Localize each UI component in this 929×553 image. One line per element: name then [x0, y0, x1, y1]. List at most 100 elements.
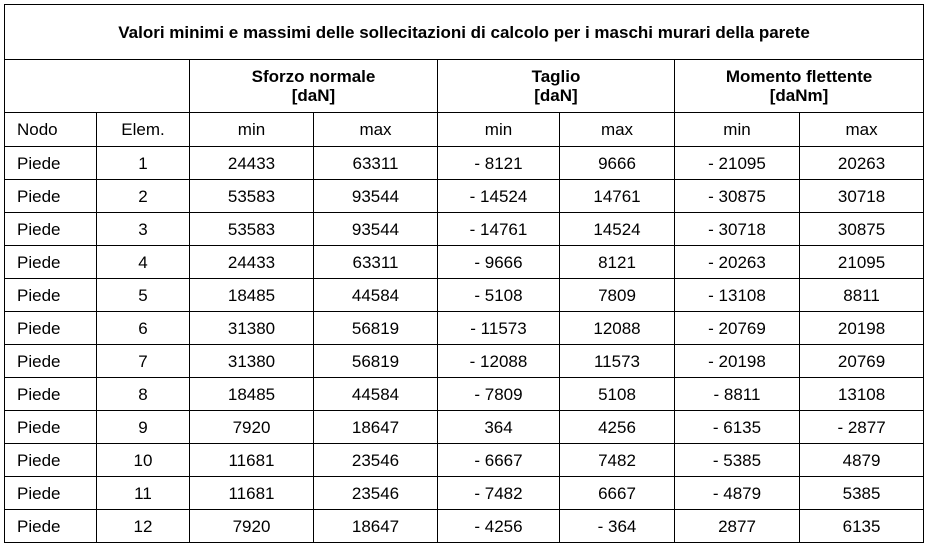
- taglio-min-cell: - 12088: [437, 344, 560, 378]
- taglio-max-cell: 14524: [559, 212, 675, 246]
- taglio-min-cell: - 9666: [437, 245, 560, 279]
- taglio-max-cell: 7809: [559, 278, 675, 312]
- elem-cell: 8: [96, 377, 190, 411]
- table-row: Piede 12 7920 18647- 4256- 364 2877 6135: [4, 509, 925, 543]
- momento-min-cell: - 20263: [674, 245, 800, 279]
- momento-min-cell: 2877: [674, 509, 800, 543]
- taglio-max-cell: 14761: [559, 179, 675, 213]
- taglio-max-cell: 11573: [559, 344, 675, 378]
- group-unit: [daN]: [291, 86, 336, 105]
- momento-min-cell: - 30718: [674, 212, 800, 246]
- sforzo-max-cell: 93544: [313, 212, 438, 246]
- elem-cell: 3: [96, 212, 190, 246]
- momento-max-cell: 30718: [798, 179, 925, 213]
- taglio-min-cell: - 7809: [437, 377, 560, 411]
- taglio-max-cell: - 364: [559, 509, 675, 543]
- column-header-elem: Elem.: [96, 112, 190, 147]
- elem-cell: 9: [96, 410, 190, 444]
- elem-cell: 5: [96, 278, 190, 312]
- table-row: Piede 8 18485 44584- 7809 5108- 8811 13108: [4, 377, 925, 411]
- momento-min-cell: - 5385: [674, 443, 800, 477]
- table-row: Piede 11 11681 23546- 7482 6667- 4879 5385: [4, 476, 925, 510]
- table-body: Valori minimi e massimi delle sollecitaz…: [3, 4, 925, 543]
- nodo-cell: Piede: [4, 212, 97, 246]
- sforzo-min-cell: 11681: [189, 476, 314, 510]
- group-header-taglio: Taglio [daN]: [437, 59, 675, 113]
- sforzo-max-cell: 23546: [313, 476, 438, 510]
- elem-cell: 6: [96, 311, 190, 345]
- taglio-min-cell: 364: [437, 410, 560, 444]
- momento-max-cell: 6135: [798, 509, 925, 543]
- taglio-max-cell: 6667: [559, 476, 675, 510]
- column-header-n-max: max: [313, 112, 438, 147]
- table-row: Piede 5 18485 44584- 5108 7809- 13108 8811: [4, 278, 925, 312]
- nodo-cell: Piede: [4, 476, 97, 510]
- nodo-cell: Piede: [4, 245, 97, 279]
- sforzo-max-cell: 18647: [313, 410, 438, 444]
- momento-min-cell: - 4879: [674, 476, 800, 510]
- group-name: Taglio: [531, 67, 581, 86]
- taglio-max-cell: 12088: [559, 311, 675, 345]
- group-header-row: Sforzo normale [daN] Taglio [daN] Moment…: [4, 59, 925, 113]
- elem-cell: 7: [96, 344, 190, 378]
- momento-min-cell: - 21095: [674, 146, 800, 180]
- taglio-min-cell: - 7482: [437, 476, 560, 510]
- group-unit: [daN]: [534, 86, 578, 105]
- group-name: Momento flettente: [725, 67, 873, 86]
- sforzo-min-cell: 7920: [189, 410, 314, 444]
- sforzo-max-cell: 18647: [313, 509, 438, 543]
- group-name: Sforzo normale: [251, 67, 376, 86]
- taglio-min-cell: - 6667: [437, 443, 560, 477]
- momento-min-cell: - 20198: [674, 344, 800, 378]
- momento-min-cell: - 8811: [674, 377, 800, 411]
- sforzo-max-cell: 63311: [313, 245, 438, 279]
- sforzo-max-cell: 56819: [313, 344, 438, 378]
- sforzo-min-cell: 24433: [189, 245, 314, 279]
- nodo-cell: Piede: [4, 509, 97, 543]
- sforzo-min-cell: 53583: [189, 212, 314, 246]
- taglio-max-cell: 8121: [559, 245, 675, 279]
- momento-max-cell: 8811: [798, 278, 925, 312]
- sforzo-min-cell: 31380: [189, 311, 314, 345]
- title-row: Valori minimi e massimi delle sollecitaz…: [3, 4, 925, 60]
- group-header-sforzo-normale: Sforzo normale [daN]: [189, 59, 438, 113]
- sforzo-min-cell: 11681: [189, 443, 314, 477]
- taglio-max-cell: 9666: [559, 146, 675, 180]
- column-header-v-min: min: [437, 112, 560, 147]
- sub-header-row: Nodo Elem. min max min max min max: [4, 112, 925, 147]
- momento-max-cell: 5385: [798, 476, 925, 510]
- momento-max-cell: - 2877: [798, 410, 925, 444]
- nodo-cell: Piede: [4, 146, 97, 180]
- elem-cell: 10: [96, 443, 190, 477]
- table-row: Piede 6 31380 56819- 11573 12088- 20769 20198: [4, 311, 925, 345]
- nodo-cell: Piede: [4, 443, 97, 477]
- table-row: Piede 2 53583 93544- 14524 14761- 30875 30718: [4, 179, 925, 213]
- sforzo-min-cell: 18485: [189, 377, 314, 411]
- nodo-cell: Piede: [4, 377, 97, 411]
- sforzo-max-cell: 44584: [313, 278, 438, 312]
- sforzo-max-cell: 63311: [313, 146, 438, 180]
- elem-cell: 2: [96, 179, 190, 213]
- sforzo-max-cell: 56819: [313, 311, 438, 345]
- stress-table: Valori minimi e massimi delle sollecitaz…: [3, 4, 925, 543]
- table-row: Piede 9 7920 18647 364 4256- 6135- 2877: [4, 410, 925, 444]
- column-header-n-min: min: [189, 112, 314, 147]
- sforzo-max-cell: 44584: [313, 377, 438, 411]
- column-header-nodo: Nodo: [4, 112, 97, 147]
- momento-min-cell: - 6135: [674, 410, 800, 444]
- table-row: Piede 3 53583 93544- 14761 14524- 30718 30875: [4, 212, 925, 246]
- elem-cell: 11: [96, 476, 190, 510]
- momento-max-cell: 20769: [798, 344, 925, 378]
- sforzo-min-cell: 31380: [189, 344, 314, 378]
- taglio-min-cell: - 11573: [437, 311, 560, 345]
- sforzo-min-cell: 7920: [189, 509, 314, 543]
- column-header-v-max: max: [559, 112, 675, 147]
- nodo-cell: Piede: [4, 278, 97, 312]
- momento-min-cell: - 13108: [674, 278, 800, 312]
- taglio-min-cell: - 4256: [437, 509, 560, 543]
- nodo-cell: Piede: [4, 179, 97, 213]
- nodo-cell: Piede: [4, 344, 97, 378]
- nodo-cell: Piede: [4, 410, 97, 444]
- taglio-max-cell: 5108: [559, 377, 675, 411]
- column-header-m-min: min: [674, 112, 800, 147]
